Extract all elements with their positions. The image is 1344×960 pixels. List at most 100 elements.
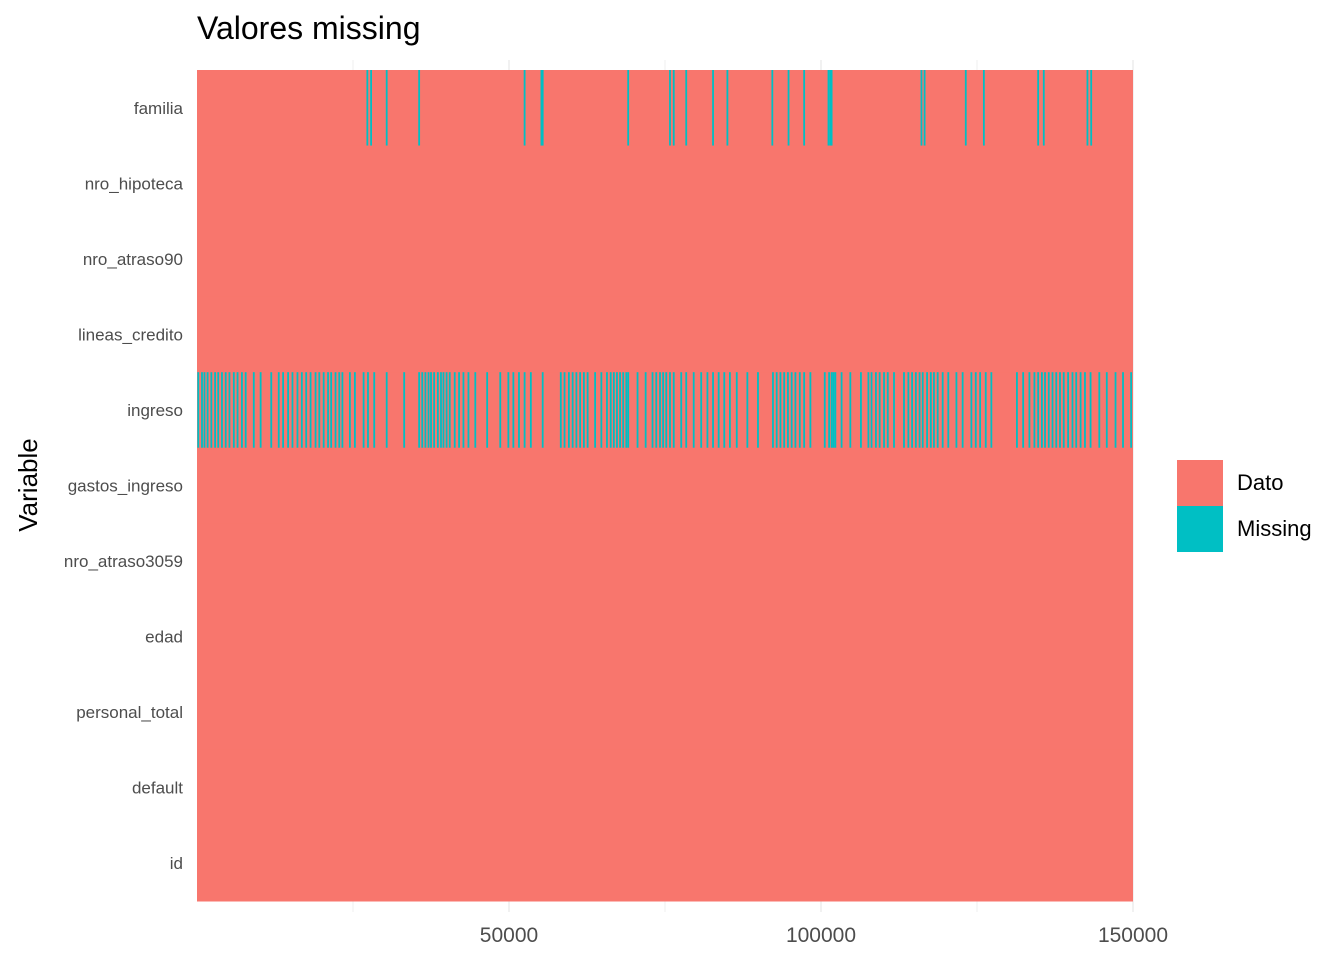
missing-mark: [616, 372, 618, 448]
missing-mark: [903, 372, 905, 448]
missing-mark: [559, 372, 562, 448]
missing-mark: [982, 70, 985, 146]
missing-mark: [659, 372, 661, 448]
y-tick-label: default: [132, 779, 183, 798]
missing-mark: [622, 372, 625, 448]
missing-mark: [809, 372, 812, 448]
missing-mark: [353, 372, 356, 448]
missing-mark: [445, 372, 448, 448]
missing-mark: [609, 372, 612, 448]
row-tile-gastos-ingreso: [197, 447, 1133, 524]
missing-mark: [911, 372, 914, 448]
missing-mark: [436, 372, 439, 448]
missing-mark: [974, 372, 977, 448]
missing-mark: [685, 70, 688, 146]
missing-mark: [771, 70, 774, 146]
missing-mark: [1047, 372, 1050, 448]
missing-mark: [277, 372, 280, 448]
missing-mark: [305, 372, 308, 448]
missing-mark: [221, 372, 223, 448]
row-tile-personal-total: [197, 674, 1133, 751]
missing-mark: [870, 372, 873, 448]
missing-mark: [662, 372, 665, 448]
missing-mark: [1022, 372, 1025, 448]
y-tick-label: nro_atraso3059: [64, 552, 183, 571]
missing-mark: [586, 372, 589, 448]
missing-mark: [499, 372, 502, 448]
missing-mark: [236, 372, 239, 448]
y-axis-title: Variable: [13, 438, 43, 531]
missing-mark: [362, 372, 365, 448]
missing-mark: [330, 372, 333, 448]
missing-mark: [252, 372, 255, 448]
missing-mark: [424, 372, 427, 448]
missing-mark: [669, 70, 671, 146]
missing-mark: [849, 372, 852, 448]
missing-mark: [1105, 372, 1108, 448]
missing-mark: [665, 372, 668, 448]
missing-mark: [418, 70, 421, 146]
y-tick-label: personal_total: [76, 703, 183, 722]
missing-mark: [893, 372, 895, 448]
missing-mark: [571, 372, 574, 448]
missing-mark: [1130, 372, 1133, 448]
x-tick-label: 50000: [480, 924, 538, 947]
missing-mark: [830, 70, 833, 146]
missing-mark: [1055, 372, 1058, 448]
missing-mark: [366, 70, 369, 146]
missing-mark: [947, 372, 950, 448]
missing-mark: [467, 372, 470, 448]
missing-mark: [794, 372, 797, 448]
missing-mark: [779, 372, 782, 448]
missing-mark: [929, 372, 932, 448]
missing-mark: [735, 372, 738, 448]
missing-mark: [1059, 372, 1061, 448]
missing-mark: [955, 372, 958, 448]
y-tick-label: gastos_ingreso: [68, 477, 183, 496]
missing-mark: [259, 372, 262, 448]
missing-mark: [348, 372, 351, 448]
legend-item: Dato: [1177, 460, 1312, 506]
missing-mark: [507, 372, 510, 448]
missing-mark: [1079, 372, 1082, 448]
missing-mark: [518, 372, 520, 448]
missing-mark: [318, 372, 321, 448]
missing-mark: [1040, 372, 1043, 448]
missing-mark: [990, 372, 993, 448]
missing-mark: [1062, 372, 1065, 448]
missing-mark: [309, 372, 312, 448]
y-tick-label: edad: [145, 628, 183, 647]
missing-mark: [823, 372, 826, 448]
missing-mark: [453, 372, 456, 448]
y-tick-label: lineas_credito: [78, 325, 183, 344]
row-tile-lineas-credito: [197, 296, 1133, 373]
chart-title: Valores missing: [197, 10, 421, 46]
missing-mark: [644, 372, 647, 448]
missing-mark: [669, 372, 671, 448]
missing-mark: [367, 372, 369, 448]
missing-mark: [798, 372, 801, 448]
legend-item: Missing: [1177, 506, 1312, 552]
missing-mark: [1084, 372, 1086, 448]
missing-mark: [1090, 70, 1093, 146]
missing-mark: [486, 372, 489, 448]
missing-mark: [582, 372, 585, 448]
missing-layer: [197, 70, 1133, 448]
missing-mark: [878, 372, 881, 448]
missing-mark: [685, 372, 688, 448]
legend-label: Missing: [1237, 516, 1312, 541]
missing-mark: [829, 70, 832, 146]
missing-mark: [427, 372, 430, 448]
missing-mark: [627, 372, 630, 448]
x-tick-label: 150000: [1098, 924, 1168, 947]
missing-mark: [314, 372, 317, 448]
missing-mark: [327, 372, 329, 448]
row-tile-id: [197, 825, 1133, 902]
missing-mark: [926, 372, 928, 448]
missing-mark: [296, 372, 299, 448]
missing-mark: [282, 372, 285, 448]
missing-mark: [914, 372, 917, 448]
missing-mark: [442, 372, 445, 448]
missing-mark: [746, 372, 749, 448]
